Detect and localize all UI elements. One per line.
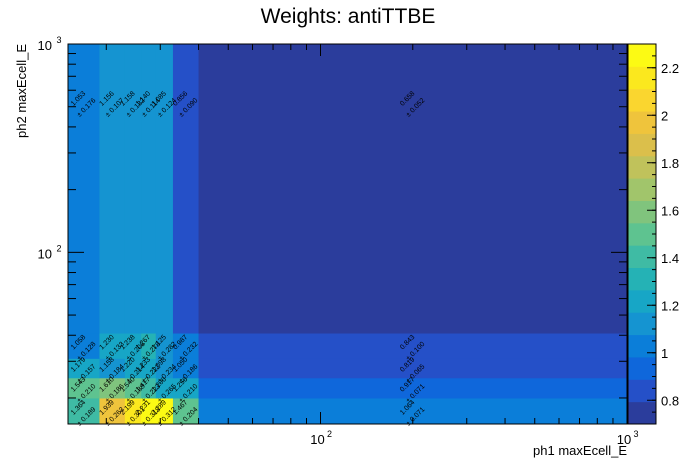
heatmap-cell bbox=[99, 377, 126, 399]
heatmap-cell bbox=[68, 377, 100, 399]
palette-swatch bbox=[628, 111, 656, 134]
heatmap-cell bbox=[68, 44, 100, 334]
palette-tick-label: 1.8 bbox=[661, 156, 679, 171]
heatmap-cell bbox=[198, 377, 628, 399]
palette-swatch bbox=[628, 44, 656, 67]
heatmap-cell bbox=[68, 397, 100, 425]
palette-swatch bbox=[628, 178, 656, 201]
x-tick-label-exponent: 3 bbox=[633, 429, 638, 439]
heatmap-cell bbox=[99, 358, 126, 379]
heatmap-cell bbox=[68, 358, 100, 379]
heatmap-cell bbox=[172, 44, 200, 334]
heatmap-cell bbox=[172, 333, 200, 359]
palette-swatch bbox=[628, 379, 656, 403]
heatmap-cell bbox=[141, 377, 157, 399]
heatmap-cell bbox=[198, 44, 628, 334]
y-axis-label: ph2 maxEcell_E bbox=[14, 44, 29, 138]
color-palette bbox=[627, 43, 657, 425]
palette-swatch bbox=[628, 267, 656, 291]
palette-tick-label: 0.8 bbox=[661, 393, 679, 408]
x-tick-label-exponent: 2 bbox=[327, 429, 332, 439]
heatmap-cell bbox=[124, 397, 142, 425]
palette-swatch bbox=[628, 133, 656, 157]
heatmap-cell bbox=[155, 377, 174, 399]
y-tick-label-exponent: 3 bbox=[56, 35, 61, 45]
heatmap-cell bbox=[198, 358, 628, 379]
palette-tick-label: 1.2 bbox=[661, 298, 679, 313]
palette-swatch bbox=[628, 88, 656, 112]
palette-tick-label: 2.2 bbox=[661, 61, 679, 76]
heatmap-cell bbox=[155, 333, 174, 359]
palette-swatch bbox=[628, 334, 656, 358]
x-tick-label: 10 bbox=[617, 432, 631, 447]
palette-swatch bbox=[628, 245, 656, 269]
plot-frame bbox=[67, 43, 628, 425]
palette-swatch bbox=[628, 66, 656, 90]
heatmap-cell bbox=[155, 397, 174, 425]
heatmap-cell bbox=[198, 333, 628, 359]
palette-swatch bbox=[628, 222, 656, 246]
palette-tick-label: 2 bbox=[661, 108, 668, 123]
palette-tick-label: 1 bbox=[661, 346, 668, 361]
heatmap-cell bbox=[124, 358, 142, 379]
heatmap-cell bbox=[172, 397, 200, 425]
heatmap-cell bbox=[155, 358, 174, 379]
heatmap-cell bbox=[172, 377, 200, 399]
palette-tick-label: 1.6 bbox=[661, 203, 679, 218]
heatmap-cell bbox=[141, 358, 157, 379]
x-tick-label: 10 bbox=[310, 432, 324, 447]
heatmap-cell bbox=[155, 44, 174, 334]
heatmap-cell bbox=[99, 333, 126, 359]
palette-tick-label: 1.4 bbox=[661, 251, 679, 266]
heatmap-cell bbox=[141, 397, 157, 425]
x-axis-label: ph1 maxEcell_E bbox=[533, 443, 627, 458]
palette-swatch bbox=[628, 289, 656, 313]
y-tick-label-exponent: 2 bbox=[56, 243, 61, 253]
palette-swatch bbox=[628, 401, 656, 425]
color-palette-axis: 0.8 1 1.2 1.4 1.6 1.8 2 2.2 bbox=[647, 43, 679, 425]
heatmap-cell bbox=[141, 44, 157, 334]
palette-swatch bbox=[628, 312, 656, 336]
heatmap-cell bbox=[99, 44, 126, 334]
heatmap-cell bbox=[172, 358, 200, 379]
heatmap-cell bbox=[124, 333, 142, 359]
heatmap-cell bbox=[124, 44, 142, 334]
heatmap-cell bbox=[124, 377, 142, 399]
heatmap-cell bbox=[141, 333, 157, 359]
y-axis-ticks: 10 2 10 3 bbox=[38, 35, 627, 399]
chart-title: Weights: antiTTBE bbox=[261, 5, 436, 28]
x-axis-ticks: 10 2 10 3 bbox=[105, 44, 639, 447]
y-tick-label: 10 bbox=[38, 38, 52, 53]
palette-swatch bbox=[628, 155, 656, 179]
heatmap-cell bbox=[68, 333, 100, 359]
heatmap-cell bbox=[99, 397, 126, 425]
y-tick-label: 10 bbox=[38, 246, 52, 261]
palette-swatch bbox=[628, 356, 656, 380]
palette-swatch bbox=[628, 200, 656, 224]
heatmap-cells bbox=[68, 44, 628, 425]
